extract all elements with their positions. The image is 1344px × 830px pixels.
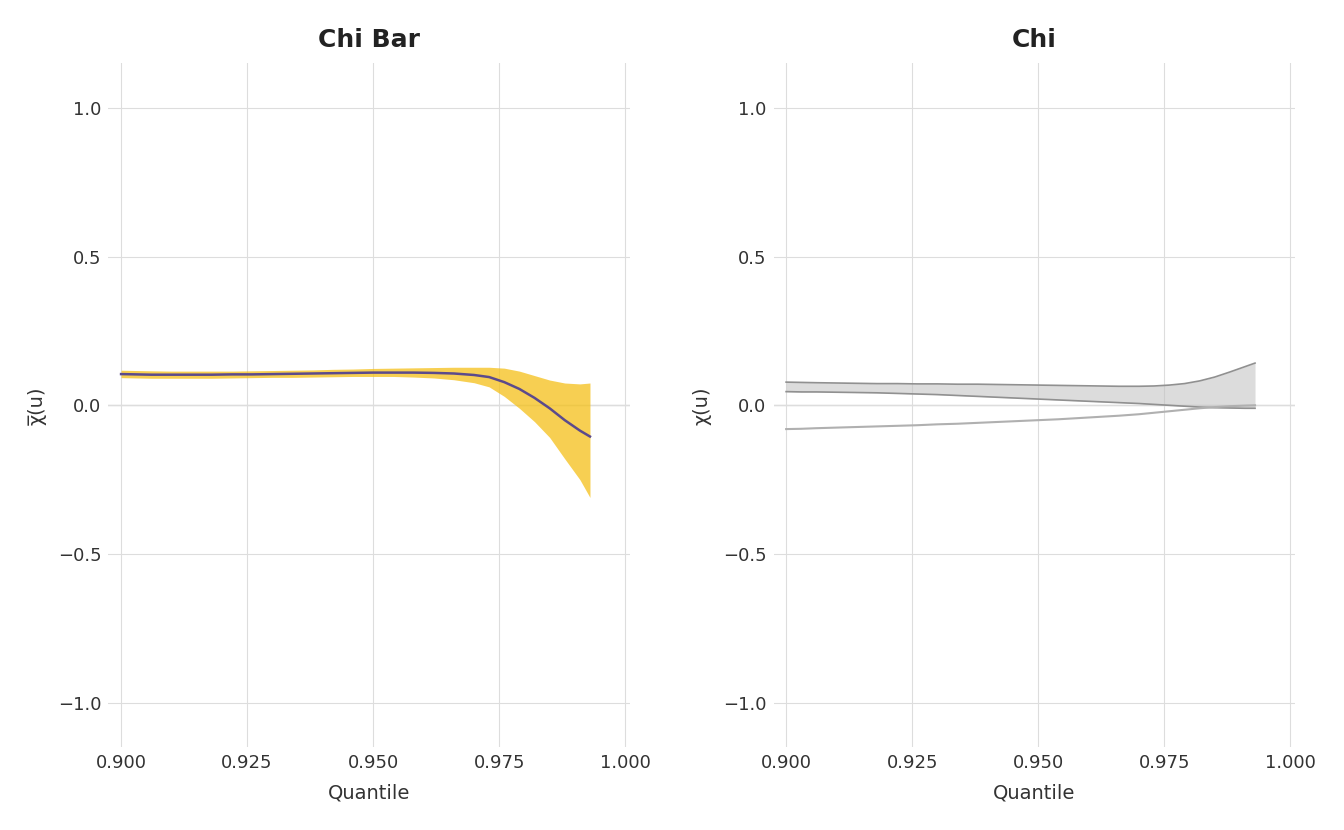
Y-axis label: χ̅(u): χ̅(u)	[28, 386, 47, 425]
X-axis label: Quantile: Quantile	[328, 784, 410, 803]
Y-axis label: χ(u): χ(u)	[694, 386, 712, 425]
X-axis label: Quantile: Quantile	[993, 784, 1075, 803]
Title: Chi Bar: Chi Bar	[319, 27, 421, 51]
Title: Chi: Chi	[1012, 27, 1056, 51]
